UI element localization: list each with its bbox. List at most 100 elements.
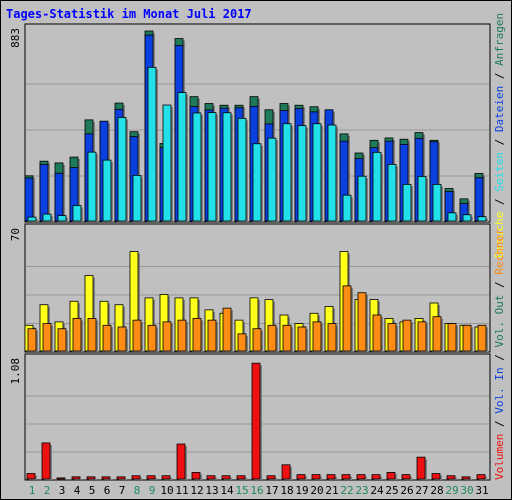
seiten-bar-day-10 <box>162 104 172 222</box>
day-label-11: 11 <box>175 484 188 497</box>
volumen-bar-day-4 <box>71 476 81 480</box>
volumen-bar-day-10 <box>161 475 171 480</box>
rechner-bar-day-20 <box>312 321 322 352</box>
legend-item-volumen: Volumen <box>493 434 506 480</box>
mid-ymax-label: 70 <box>9 228 22 241</box>
rechner-bar-day-24 <box>372 314 382 352</box>
day-label-23: 23 <box>355 484 368 497</box>
rechner-bar-day-25 <box>387 323 397 352</box>
legend-item-vol-out: Vol. Out <box>493 295 506 348</box>
rechner-bar-day-8 <box>132 319 142 352</box>
volumen-bar-day-7-shadow <box>119 478 127 480</box>
seiten-bar-day-5 <box>87 151 97 222</box>
day-label-10: 10 <box>160 484 173 497</box>
volumen-bar-day-5-shadow <box>89 478 97 480</box>
volumen-bar-day-27 <box>416 456 426 480</box>
seiten-bar-day-1 <box>27 216 37 222</box>
rechner-bar-day-12 <box>192 318 202 352</box>
seiten-bar-day-20 <box>312 123 322 222</box>
seiten-bar-day-6 <box>102 159 112 222</box>
volumen-bar-day-26 <box>401 474 411 480</box>
day-label-29: 29 <box>445 484 458 497</box>
day-label-30: 30 <box>460 484 473 497</box>
seiten-bar-day-9 <box>147 66 157 222</box>
seiten-bar-day-15 <box>237 117 247 222</box>
seiten-bar-day-4 <box>72 205 82 222</box>
seiten-bar-day-25 <box>387 164 397 222</box>
rechner-bar-day-9 <box>147 324 157 352</box>
seiten-bar-day-12 <box>192 112 202 222</box>
day-label-13: 13 <box>205 484 218 497</box>
volumen-bar-day-3 <box>56 477 66 480</box>
volumen-bar-day-6-shadow <box>104 478 112 480</box>
day-label-1: 1 <box>29 484 36 497</box>
day-label-20: 20 <box>310 484 323 497</box>
seiten-bar-day-18 <box>282 123 292 222</box>
volumen-bar-day-22 <box>341 474 351 480</box>
legend-separator: / <box>493 275 506 295</box>
legend-separator: / <box>493 132 506 152</box>
seiten-bar-day-29 <box>447 212 457 222</box>
top-ymax-label: 883 <box>9 28 22 48</box>
volumen-bar-day-24 <box>371 474 381 480</box>
seiten-bar-day-19 <box>297 125 307 222</box>
day-label-21: 21 <box>325 484 338 497</box>
volumen-bar-day-17 <box>266 475 276 480</box>
volumen-bar-day-4-shadow <box>74 478 82 480</box>
legend-separator: / <box>493 66 506 86</box>
day-label-14: 14 <box>220 484 234 497</box>
volumen-bar-day-28 <box>431 473 441 480</box>
day-label-2: 2 <box>44 484 51 497</box>
rechner-bar-day-22 <box>342 285 352 352</box>
dateien-bar-day-2 <box>39 164 49 222</box>
volumen-bar-day-6 <box>101 476 111 480</box>
dateien-bar-day-1 <box>24 177 34 222</box>
volumen-bar-day-5 <box>86 476 96 480</box>
seiten-bar-day-17 <box>267 137 277 222</box>
volumen-bar-day-13 <box>206 475 216 480</box>
day-label-31: 31 <box>475 484 488 497</box>
rechner-bar-day-1 <box>27 328 37 352</box>
day-label-25: 25 <box>385 484 398 497</box>
volumen-bar-day-16 <box>251 362 261 480</box>
seiten-bar-day-24 <box>372 151 382 222</box>
rechner-bar-day-14 <box>222 307 232 352</box>
seiten-bar-day-11 <box>177 92 187 222</box>
volumen-bar-day-8 <box>131 475 141 480</box>
volumen-bar-day-1 <box>26 473 36 480</box>
rechner-bar-day-30 <box>462 324 472 352</box>
rechner-bar-day-27 <box>417 321 427 352</box>
day-label-16: 16 <box>250 484 263 497</box>
seiten-bar-day-7 <box>117 117 127 222</box>
legend-item-dateien: Dateien <box>493 86 506 132</box>
chart-title: Tages-Statistik im Monat Juli 2017 <box>6 7 252 21</box>
volumen-bar-day-25 <box>386 472 396 480</box>
seiten-bar-day-27 <box>417 176 427 222</box>
day-label-7: 7 <box>119 484 126 497</box>
day-label-19: 19 <box>295 484 308 497</box>
volumen-bar-day-21 <box>326 474 336 480</box>
rechner-bar-day-29 <box>447 323 457 352</box>
volumen-bar-day-9 <box>146 475 156 480</box>
rechner-bar-day-2 <box>42 323 52 352</box>
seiten-bar-day-8 <box>132 174 142 222</box>
volumen-bar-day-29 <box>446 475 456 480</box>
legend-item-seiten: Seiten <box>493 152 506 192</box>
seiten-bar-day-31 <box>477 216 487 222</box>
rechner-bar-day-28 <box>432 316 442 352</box>
seiten-bar-day-22 <box>342 194 352 222</box>
volumen-bar-day-14 <box>221 475 231 480</box>
seiten-bar-day-13 <box>207 112 217 222</box>
volumen-bar-day-11 <box>176 443 186 480</box>
day-label-9: 9 <box>149 484 156 497</box>
dateien-bar-day-31 <box>474 177 484 222</box>
seiten-bar-day-16 <box>252 143 262 222</box>
legend-item-anfragen: Anfragen <box>493 13 506 66</box>
top-legend: Besuche / Seiten / Dateien / Anfragen <box>493 13 506 258</box>
rechner-bar-day-15 <box>237 333 247 352</box>
day-label-18: 18 <box>280 484 293 497</box>
rechner-bar-day-17 <box>267 324 277 352</box>
day-label-15: 15 <box>235 484 248 497</box>
volumen-bar-day-31 <box>476 474 486 480</box>
